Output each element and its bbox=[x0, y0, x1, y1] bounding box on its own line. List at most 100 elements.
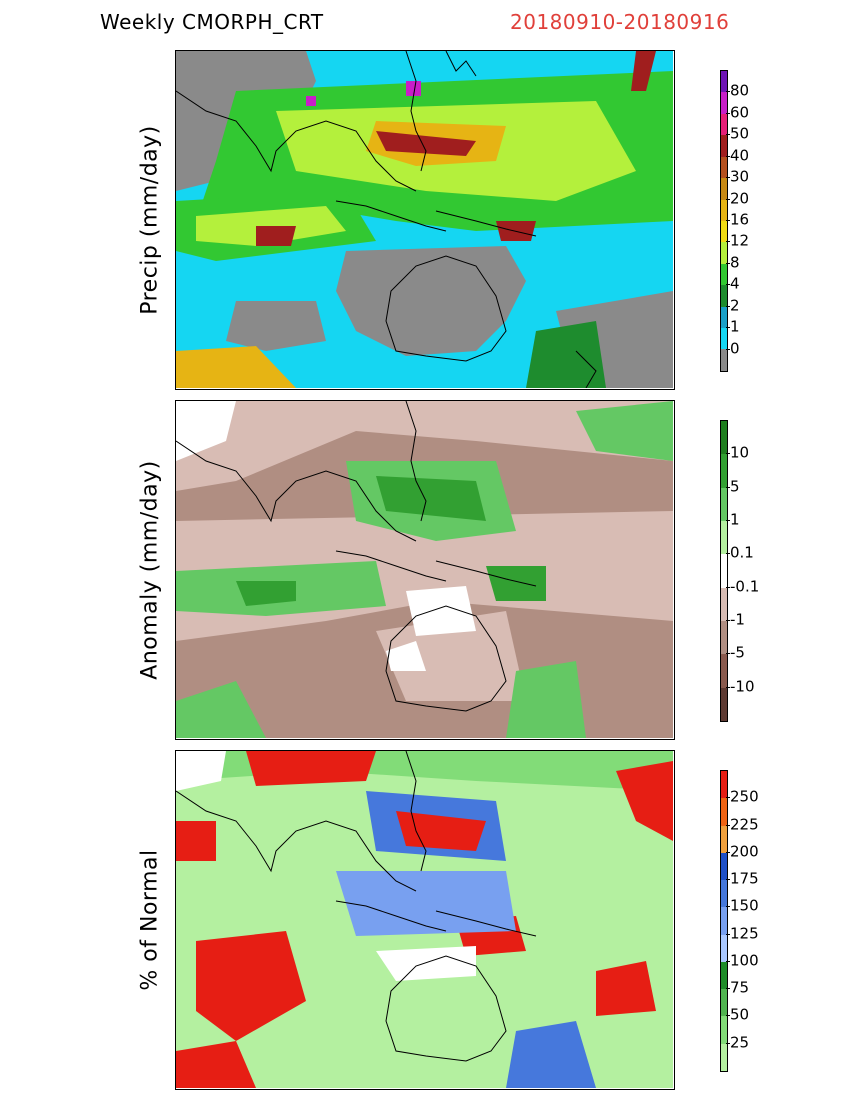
colorbar-tick bbox=[726, 620, 730, 621]
colorbar-label: 4 bbox=[730, 274, 740, 293]
colorbar-segment bbox=[721, 852, 727, 881]
colorbar-tick bbox=[726, 177, 730, 179]
colorbar-tick bbox=[726, 134, 730, 136]
colorbar-tick bbox=[726, 486, 730, 488]
colorbar-tick bbox=[726, 91, 730, 93]
anomaly-panel: Anomaly (mm/day) bbox=[0, 400, 850, 745]
colorbar-segment bbox=[721, 771, 727, 799]
colorbar-tick bbox=[726, 155, 730, 157]
colorbar-label: 8 bbox=[730, 253, 740, 272]
colorbar-segment bbox=[721, 1016, 727, 1044]
colorbar-tick bbox=[726, 797, 730, 799]
colorbar-label: -5 bbox=[730, 643, 745, 662]
colorbar-segment bbox=[721, 907, 727, 935]
colorbar-label: 1 bbox=[730, 317, 740, 336]
colorbar-segment bbox=[721, 349, 727, 371]
percent-ylabel: % of Normal bbox=[137, 849, 163, 991]
colorbar-tick bbox=[726, 686, 730, 688]
colorbar-tick bbox=[726, 553, 730, 555]
anomaly-map-svg bbox=[176, 401, 673, 738]
header-title: Weekly CMORPH_CRT bbox=[100, 10, 324, 34]
colorbar-segment bbox=[721, 687, 727, 721]
colorbar-segment bbox=[721, 825, 727, 853]
colorbar-label: 100 bbox=[730, 951, 759, 970]
colorbar-segment bbox=[721, 654, 727, 688]
anomaly-ylabel: Anomaly (mm/day) bbox=[137, 460, 163, 680]
colorbar-segment bbox=[721, 880, 727, 908]
colorbar-segment bbox=[721, 961, 727, 990]
colorbar-label: 75 bbox=[730, 978, 750, 997]
colorbar-segment bbox=[721, 1043, 727, 1071]
colorbar-segment bbox=[721, 587, 727, 621]
colorbar-segment bbox=[721, 263, 727, 286]
colorbar-tick bbox=[726, 241, 730, 243]
colorbar-segment bbox=[721, 71, 727, 93]
colorbar-tick bbox=[726, 112, 730, 114]
colorbar-label: 10 bbox=[730, 443, 750, 462]
colorbar-segment bbox=[721, 798, 727, 826]
precip-panel: Precip (mm/day) bbox=[0, 50, 850, 395]
colorbar-tick bbox=[726, 453, 730, 455]
colorbar-label: 175 bbox=[730, 869, 759, 888]
colorbar-tick bbox=[726, 327, 730, 329]
colorbar-segment bbox=[721, 178, 727, 200]
colorbar-label: 0.1 bbox=[730, 543, 754, 562]
colorbar-label: 1 bbox=[730, 510, 740, 529]
colorbar-tick bbox=[726, 653, 730, 655]
colorbar-segment bbox=[721, 199, 727, 221]
colorbar-tick bbox=[726, 305, 730, 307]
colorbar-label: 50 bbox=[730, 1005, 750, 1024]
precip-colorbar bbox=[720, 70, 728, 372]
colorbar-label: 0 bbox=[730, 339, 740, 358]
colorbar-label: 250 bbox=[730, 787, 759, 806]
colorbar-segment bbox=[721, 328, 727, 350]
colorbar-tick bbox=[726, 284, 730, 286]
colorbar-label: -0.1 bbox=[730, 577, 760, 596]
colorbar-label: 80 bbox=[730, 81, 750, 100]
colorbar-tick bbox=[726, 1015, 730, 1017]
colorbar-label: 12 bbox=[730, 231, 750, 250]
colorbar-tick bbox=[726, 1042, 730, 1044]
colorbar-segment bbox=[721, 113, 727, 136]
colorbar-label: 20 bbox=[730, 189, 750, 208]
colorbar-segment bbox=[721, 554, 727, 588]
colorbar-label: 40 bbox=[730, 146, 750, 165]
colorbar-tick bbox=[726, 988, 730, 990]
colorbar-tick bbox=[726, 520, 730, 521]
colorbar-tick bbox=[726, 824, 730, 826]
colorbar-tick bbox=[726, 220, 730, 221]
colorbar-label: 16 bbox=[730, 210, 750, 229]
colorbar-segment bbox=[721, 454, 727, 488]
percent-map-svg bbox=[176, 751, 673, 1088]
colorbar-label: 225 bbox=[730, 815, 759, 834]
anomaly-colorbar bbox=[720, 420, 728, 722]
colorbar-segment bbox=[721, 92, 727, 114]
anomaly-map bbox=[175, 400, 675, 740]
colorbar-tick bbox=[726, 586, 730, 588]
colorbar-tick bbox=[726, 851, 730, 853]
colorbar-tick bbox=[726, 262, 730, 264]
colorbar-label: -1 bbox=[730, 610, 745, 629]
colorbar-segment bbox=[721, 934, 727, 962]
colorbar-segment bbox=[721, 135, 727, 157]
colorbar-label: 30 bbox=[730, 167, 750, 186]
colorbar-label: 50 bbox=[730, 124, 750, 143]
precip-ylabel: Precip (mm/day) bbox=[137, 125, 163, 315]
colorbar-segment bbox=[721, 989, 727, 1017]
colorbar-label: 2 bbox=[730, 296, 740, 315]
colorbar-segment bbox=[721, 242, 727, 264]
colorbar-tick bbox=[726, 348, 730, 350]
percent-map bbox=[175, 750, 675, 1090]
colorbar-segment bbox=[721, 520, 727, 555]
colorbar-tick bbox=[726, 879, 730, 881]
colorbar-label: 5 bbox=[730, 477, 740, 496]
colorbar-segment bbox=[721, 421, 727, 455]
colorbar-label: 125 bbox=[730, 924, 759, 943]
colorbar-label: 200 bbox=[730, 842, 759, 861]
colorbar-segment bbox=[721, 220, 727, 243]
colorbar-tick bbox=[726, 906, 730, 908]
colorbar-tick bbox=[726, 960, 730, 962]
header-date-range: 20180910-20180916 bbox=[510, 10, 730, 34]
colorbar-label: 60 bbox=[730, 103, 750, 122]
percent-colorbar bbox=[720, 770, 728, 1072]
